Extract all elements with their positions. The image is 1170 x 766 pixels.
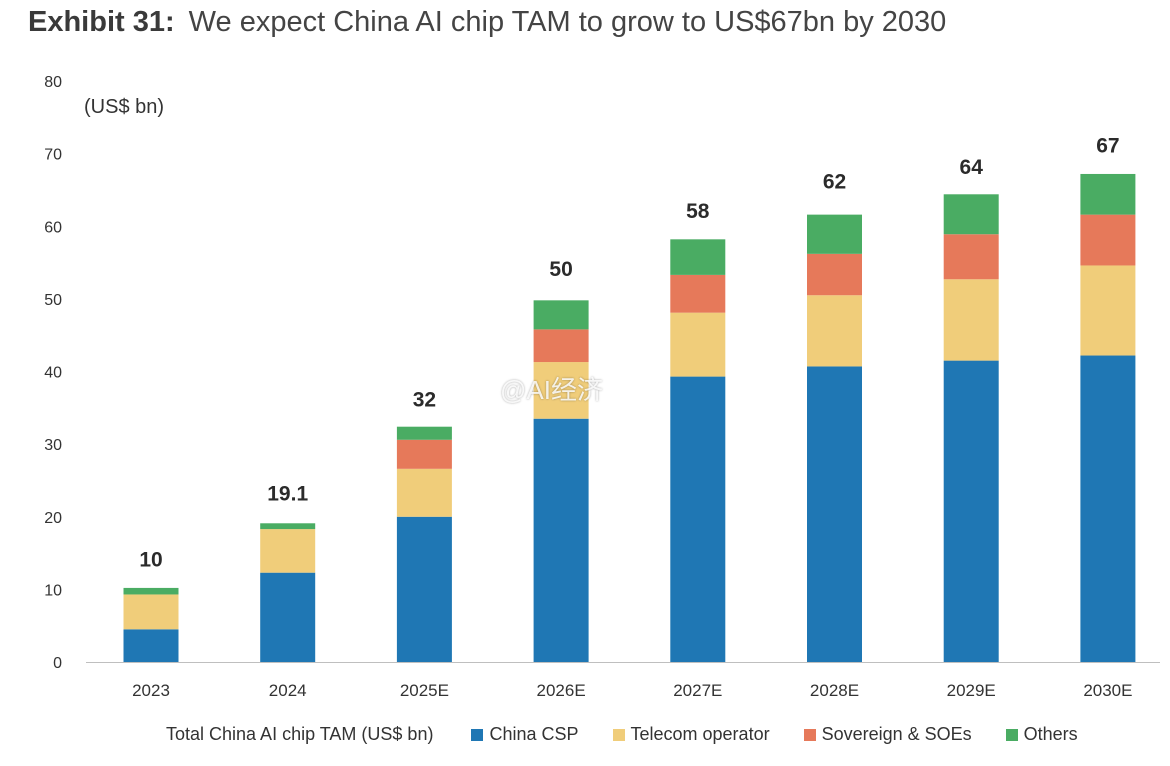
x-tick-label-2026e: 2026E bbox=[537, 681, 586, 700]
bar-telecom-operator-2026e bbox=[533, 362, 589, 419]
legend: Total China AI chip TAM (US$ bn) China C… bbox=[166, 724, 1112, 745]
x-tick-label-2029e: 2029E bbox=[947, 681, 996, 700]
x-tick-label-2025e: 2025E bbox=[400, 681, 449, 700]
y-tick-label-0: 0 bbox=[53, 655, 62, 672]
bar-china-csp-2029e bbox=[943, 360, 999, 662]
x-axis: 2023 2024 2025E 2026E 2027E 2028E 2029E 2030E bbox=[132, 681, 1132, 700]
total-label-2027e: 58 bbox=[686, 200, 710, 223]
y-axis: 0 10 20 30 40 50 60 70 80 bbox=[44, 74, 62, 672]
bar-sovereign-soes-2026e bbox=[533, 329, 589, 363]
bar-telecom-operator-2024 bbox=[260, 529, 316, 573]
bar-china-csp-2023 bbox=[123, 629, 179, 662]
bar-others-2026e bbox=[533, 300, 589, 330]
bars bbox=[123, 173, 1136, 662]
total-label-2029e: 64 bbox=[960, 156, 984, 179]
bar-china-csp-2027e bbox=[670, 376, 726, 662]
bar-china-csp-2024 bbox=[260, 572, 316, 662]
legend-total-label: Total China AI chip TAM (US$ bn) bbox=[166, 724, 434, 744]
exhibit-label: Exhibit 31: bbox=[28, 6, 175, 38]
y-tick-label-20: 20 bbox=[44, 510, 62, 527]
x-tick-label-2030e: 2030E bbox=[1083, 681, 1132, 700]
title-text: We expect China AI chip TAM to grow to U… bbox=[188, 6, 947, 38]
total-label-2025e: 32 bbox=[413, 389, 436, 412]
bar-china-csp-2025e bbox=[396, 516, 452, 662]
legend-item-china-csp: China CSP bbox=[471, 724, 579, 745]
bar-others-2028e bbox=[807, 214, 862, 254]
bar-china-csp-2026e bbox=[533, 418, 589, 662]
legend-label-others: Others bbox=[1023, 724, 1078, 744]
bar-telecom-operator-2025e bbox=[396, 468, 452, 517]
legend-label-telecom-operator: Telecom operator bbox=[630, 724, 770, 744]
y-tick-label-10: 10 bbox=[44, 582, 62, 599]
legend-swatch-china-csp bbox=[471, 728, 484, 741]
legend-item-telecom-operator: Telecom operator bbox=[612, 724, 770, 745]
legend-item-sovereign-soes: Sovereign & SOEs bbox=[803, 724, 972, 745]
bar-others-2030e bbox=[1080, 173, 1136, 215]
bar-others-2025e bbox=[396, 426, 452, 440]
legend-item-others: Others bbox=[1005, 724, 1078, 745]
legend-label-sovereign-soes: Sovereign & SOEs bbox=[821, 724, 972, 744]
bar-sovereign-soes-2029e bbox=[943, 234, 999, 280]
bar-others-2024 bbox=[260, 523, 316, 530]
bar-china-csp-2030e bbox=[1080, 355, 1136, 662]
total-label-2026e: 50 bbox=[549, 258, 572, 281]
y-tick-label-80: 80 bbox=[44, 74, 62, 91]
y-axis-unit-label: (US$ bn) bbox=[84, 96, 164, 118]
total-label-2023: 10 bbox=[139, 548, 162, 571]
y-tick-label-30: 30 bbox=[44, 437, 62, 454]
bar-sovereign-soes-2027e bbox=[670, 274, 726, 313]
bar-telecom-operator-2029e bbox=[943, 279, 999, 361]
watermark: @AI经济 bbox=[500, 375, 603, 405]
bar-telecom-operator-2028e bbox=[807, 295, 862, 367]
legend-label-china-csp: China CSP bbox=[489, 724, 579, 744]
x-tick-label-2023: 2023 bbox=[132, 681, 170, 700]
legend-swatch-telecom-operator bbox=[612, 728, 625, 741]
bar-china-csp-2028e bbox=[807, 366, 862, 662]
bar-others-2029e bbox=[943, 194, 999, 235]
bar-sovereign-soes-2028e bbox=[807, 253, 862, 296]
legend-swatch-others bbox=[1005, 728, 1018, 741]
total-label-2024: 19.1 bbox=[267, 482, 308, 505]
x-tick-label-2024: 2024 bbox=[269, 681, 307, 700]
total-label-2028e: 62 bbox=[823, 171, 846, 194]
y-tick-label-70: 70 bbox=[44, 147, 62, 164]
bar-telecom-operator-2027e bbox=[670, 312, 726, 377]
bar-others-2027e bbox=[670, 239, 726, 275]
total-label-2030e: 67 bbox=[1096, 134, 1119, 157]
x-tick-label-2028e: 2028E bbox=[810, 681, 859, 700]
bar-sovereign-soes-2025e bbox=[396, 439, 452, 469]
bar-others-2023 bbox=[123, 587, 179, 595]
legend-swatch-sovereign-soes bbox=[803, 728, 816, 741]
y-tick-label-60: 60 bbox=[44, 219, 62, 236]
total-labels: 10 19.1 32 50 58 62 64 67 bbox=[139, 134, 1119, 571]
bar-telecom-operator-2023 bbox=[123, 594, 179, 630]
bar-telecom-operator-2030e bbox=[1080, 265, 1136, 356]
y-tick-label-50: 50 bbox=[44, 292, 62, 309]
x-tick-label-2027e: 2027E bbox=[673, 681, 722, 700]
bar-sovereign-soes-2030e bbox=[1080, 214, 1136, 266]
y-tick-label-40: 40 bbox=[44, 365, 62, 382]
chart-title: Exhibit 31: We expect China AI chip TAM t… bbox=[28, 6, 946, 39]
